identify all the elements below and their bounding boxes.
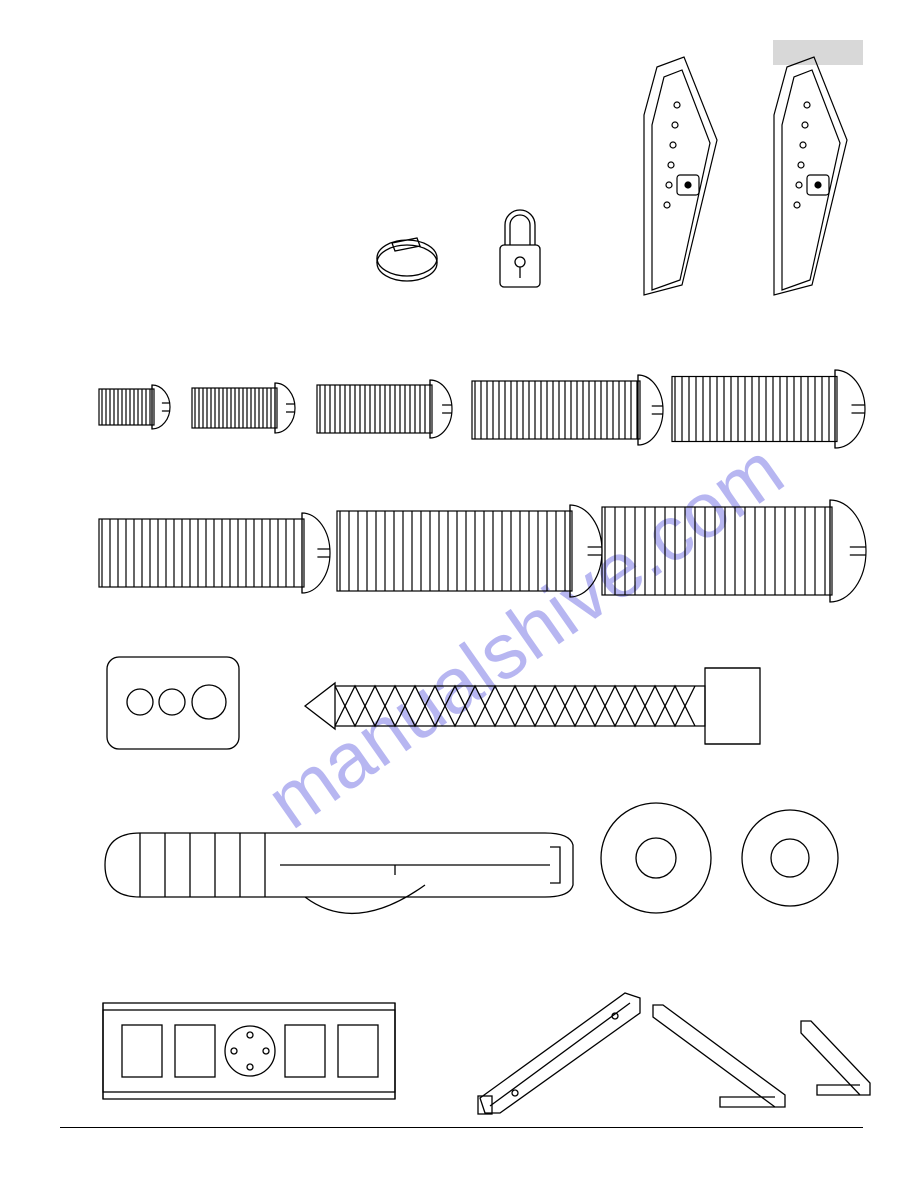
anti-tilt-bar bbox=[455, 978, 650, 1123]
watermark-text: manualshive.com bbox=[251, 425, 799, 845]
hex-key-large bbox=[645, 995, 795, 1115]
machine-screw bbox=[97, 380, 180, 434]
machine-screw bbox=[470, 370, 673, 450]
wall-anchor bbox=[95, 815, 585, 915]
machine-screw bbox=[600, 495, 876, 607]
washer-small bbox=[740, 808, 845, 913]
machine-screw bbox=[97, 508, 340, 598]
machine-screw bbox=[315, 375, 462, 443]
washer-large bbox=[598, 800, 718, 920]
manual-parts-page: manualshive.com bbox=[0, 0, 918, 1188]
padlock bbox=[490, 200, 550, 300]
clip-bracket-left bbox=[622, 55, 732, 300]
lag-bolt bbox=[295, 658, 775, 758]
spacer-plate bbox=[105, 655, 245, 755]
clip-bracket-right bbox=[752, 55, 862, 300]
wall-plate bbox=[100, 1000, 400, 1105]
ring-collar bbox=[372, 218, 442, 298]
machine-screw bbox=[335, 500, 612, 602]
footer-divider bbox=[60, 1127, 863, 1128]
machine-screw bbox=[190, 378, 305, 438]
hex-key-small bbox=[795, 1015, 880, 1110]
machine-screw bbox=[670, 365, 875, 453]
